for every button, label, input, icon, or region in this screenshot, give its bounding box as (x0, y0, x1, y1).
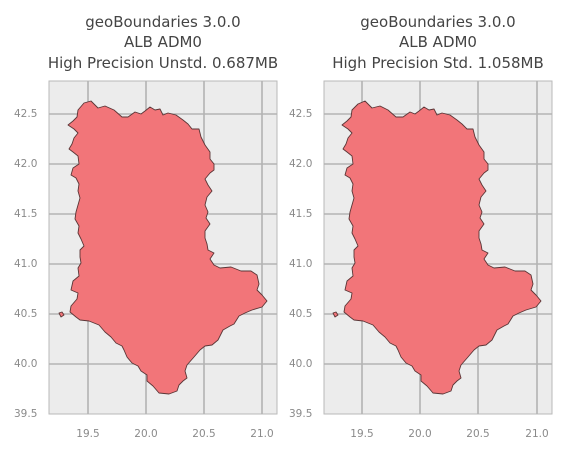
y-tick-label-42-0: 42.0 (14, 158, 37, 170)
x-tick-label-20-0: 20.0 (408, 428, 431, 440)
y-axis-labels: 42.5 42.0 41.5 41.0 40.5 40.0 39.5 (14, 108, 37, 420)
y-tick-label-42-0: 42.0 (289, 158, 312, 170)
albania-boundary (67, 100, 268, 395)
y-tick-label-41-5: 41.5 (289, 208, 312, 220)
panel-title-line-3: High Precision Unstd. 0.687MB (48, 54, 278, 72)
x-tick-label-19-5: 19.5 (350, 428, 373, 440)
panel-title-line-2: ALB ADM0 (399, 33, 477, 51)
country-shape-group (332, 100, 542, 395)
y-tick-label-41-0: 41.0 (14, 258, 37, 270)
y-tick-label-39-5: 39.5 (14, 408, 37, 420)
y-tick-label-40-0: 40.0 (289, 358, 312, 370)
x-tick-label-21-0: 21.0 (250, 428, 273, 440)
y-tick-label-40-0: 40.0 (14, 358, 37, 370)
panel-title-line-3: High Precision Std. 1.058MB (332, 54, 544, 72)
y-tick-label-40-5: 40.5 (14, 308, 37, 320)
y-tick-label-39-5: 39.5 (289, 408, 312, 420)
x-tick-label-20-0: 20.0 (134, 428, 157, 440)
x-tick-label-19-5: 19.5 (76, 428, 99, 440)
x-tick-label-21-0: 21.0 (525, 428, 548, 440)
y-tick-label-41-5: 41.5 (14, 208, 37, 220)
sazan-island (332, 311, 339, 318)
map-panel-standardized: geoBoundaries 3.0.0 ALB ADM0 High Precis… (289, 13, 553, 440)
sazan-island (58, 311, 65, 318)
country-shape-group (58, 100, 268, 395)
panel-title-line-1: geoBoundaries 3.0.0 (85, 13, 240, 31)
y-tick-label-40-5: 40.5 (289, 308, 312, 320)
x-tick-label-20-5: 20.5 (466, 428, 489, 440)
panel-title-line-2: ALB ADM0 (124, 33, 202, 51)
albania-boundary (341, 100, 542, 395)
x-axis-labels: 19.5 20.0 20.5 21.0 (76, 428, 273, 440)
y-axis-labels: 42.5 42.0 41.5 41.0 40.5 40.0 39.5 (289, 108, 312, 420)
x-axis-labels: 19.5 20.0 20.5 21.0 (350, 428, 548, 440)
x-tick-label-20-5: 20.5 (192, 428, 215, 440)
map-panel-unstandardized: geoBoundaries 3.0.0 ALB ADM0 High Precis… (14, 13, 278, 440)
y-tick-label-42-5: 42.5 (14, 108, 37, 120)
y-tick-label-42-5: 42.5 (289, 108, 312, 120)
y-tick-label-41-0: 41.0 (289, 258, 312, 270)
panel-title-line-1: geoBoundaries 3.0.0 (360, 13, 515, 31)
